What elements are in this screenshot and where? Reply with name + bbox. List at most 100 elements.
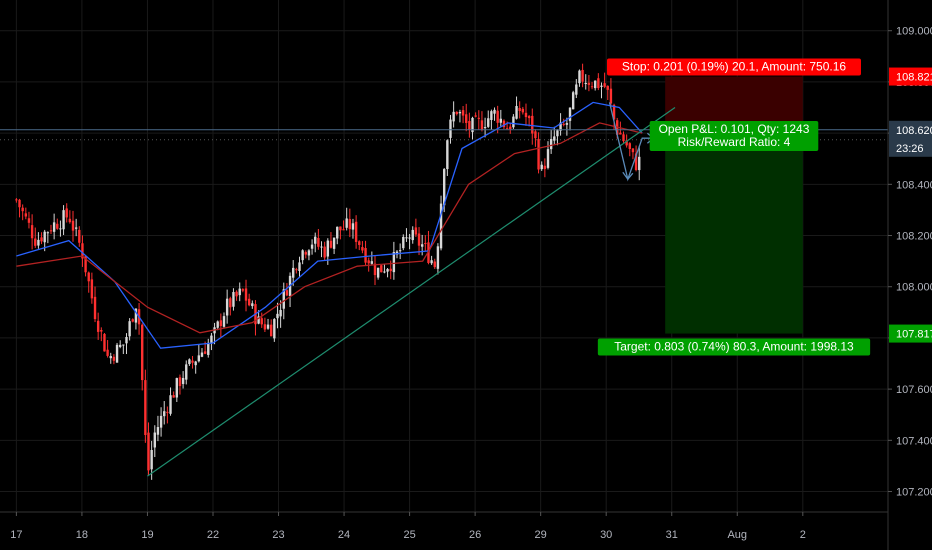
candle-body bbox=[68, 218, 72, 223]
candle-body bbox=[442, 169, 446, 206]
time-tick-label: 24 bbox=[338, 529, 350, 541]
candle-body bbox=[225, 298, 229, 316]
candle-body bbox=[521, 108, 525, 113]
candle-body bbox=[125, 336, 128, 344]
candle-body bbox=[219, 320, 223, 327]
candle-body bbox=[59, 228, 62, 230]
candle-body bbox=[166, 411, 169, 413]
candle-body bbox=[461, 110, 465, 116]
candle-body bbox=[185, 364, 188, 380]
price-tick-label: 109.000 bbox=[896, 26, 932, 38]
candle-body bbox=[109, 356, 112, 359]
time-tick-label: 30 bbox=[600, 529, 612, 541]
price-tick-label: 107.200 bbox=[896, 487, 932, 499]
time-tick-label: 25 bbox=[403, 529, 415, 541]
candle-body bbox=[112, 356, 116, 361]
pl-label-text: Open P&L: 0.101, Qty: 1243 bbox=[659, 122, 810, 136]
candle-body bbox=[15, 199, 18, 201]
candle-body bbox=[175, 378, 179, 398]
candle-body bbox=[257, 316, 260, 324]
candle-body bbox=[62, 210, 65, 230]
candle-body bbox=[342, 229, 345, 231]
candle-body bbox=[593, 80, 597, 89]
candle-body bbox=[590, 86, 594, 88]
candle-body bbox=[571, 92, 575, 110]
time-axis[interactable]: 17 18 19 22 23 24 25 26 29 30 31 Aug 2 bbox=[0, 511, 888, 541]
candle-body bbox=[172, 395, 175, 398]
candle-body bbox=[493, 109, 496, 114]
candle-body bbox=[631, 148, 635, 153]
candle-body bbox=[471, 117, 474, 133]
candle-body bbox=[282, 289, 285, 309]
candle-body bbox=[150, 449, 153, 470]
time-tick-label: 23 bbox=[272, 529, 284, 541]
trendline[interactable] bbox=[147, 107, 676, 477]
candle-body bbox=[27, 218, 31, 223]
candle-body bbox=[546, 149, 550, 168]
candle-body bbox=[373, 263, 377, 276]
candle-body bbox=[34, 238, 37, 246]
candle-body bbox=[565, 123, 569, 125]
candle-body bbox=[314, 236, 317, 244]
candle-body bbox=[84, 256, 87, 273]
time-tick-label: 22 bbox=[207, 529, 219, 541]
target-price-tag-bg bbox=[889, 324, 932, 343]
candle-body bbox=[81, 243, 84, 259]
current-price-tag-text: 108.620 bbox=[896, 125, 932, 137]
candle-body bbox=[295, 269, 298, 271]
candle-body bbox=[436, 246, 440, 269]
candle-body bbox=[612, 104, 616, 120]
candle-body bbox=[386, 269, 389, 272]
candle-body bbox=[169, 395, 172, 414]
time-tick-label: 2 bbox=[800, 529, 806, 541]
stop-price-tag-bg bbox=[889, 67, 932, 86]
price-axis[interactable]: 109.000108.800108.600108.400108.200108.0… bbox=[887, 0, 932, 550]
candle-body bbox=[131, 319, 134, 322]
candle-body bbox=[597, 78, 600, 89]
candle-body bbox=[408, 237, 411, 239]
current-price-tag-bg bbox=[889, 120, 932, 157]
candle-body bbox=[317, 237, 320, 247]
candle-body bbox=[153, 432, 156, 448]
candle-body bbox=[531, 115, 534, 134]
candle-body bbox=[628, 143, 631, 149]
candle-body bbox=[364, 248, 367, 263]
candle-body bbox=[638, 156, 641, 171]
candle-body bbox=[118, 344, 122, 347]
candlestick-series bbox=[15, 63, 641, 480]
projection-arrow-path[interactable] bbox=[608, 102, 654, 182]
time-tick-label: 18 bbox=[76, 529, 88, 541]
candle-body bbox=[361, 247, 364, 251]
candle-body bbox=[380, 265, 383, 273]
candle-body bbox=[477, 117, 480, 119]
candle-body bbox=[181, 377, 185, 384]
candle-body bbox=[329, 240, 333, 248]
candle-body bbox=[134, 308, 138, 323]
price-tick-label: 108.200 bbox=[896, 231, 932, 243]
candle-body bbox=[487, 118, 490, 127]
candle-body bbox=[543, 165, 547, 170]
candle-body bbox=[358, 241, 361, 245]
candle-body bbox=[549, 139, 553, 150]
candle-body bbox=[163, 411, 166, 417]
candle-body bbox=[524, 112, 528, 118]
position-labels: Stop: 0.201 (0.19%) 20.1, Amount: 750.16… bbox=[597, 58, 871, 356]
candle-body bbox=[420, 244, 424, 247]
candle-body bbox=[527, 116, 531, 119]
candle-body bbox=[232, 292, 235, 307]
time-tick-label: 31 bbox=[666, 529, 678, 541]
candle-body bbox=[411, 229, 414, 241]
candle-body bbox=[37, 239, 40, 246]
candle-body bbox=[235, 291, 238, 297]
stop-price-tag-text: 108.821 bbox=[896, 72, 932, 84]
candle-body bbox=[515, 106, 518, 119]
time-tick-label: 19 bbox=[141, 529, 153, 541]
candle-body bbox=[304, 252, 307, 255]
candle-body bbox=[603, 83, 606, 87]
candle-body bbox=[584, 83, 587, 85]
candle-body bbox=[191, 360, 194, 363]
candle-body bbox=[634, 153, 638, 171]
candle-body bbox=[100, 330, 103, 332]
candle-body bbox=[578, 70, 581, 84]
